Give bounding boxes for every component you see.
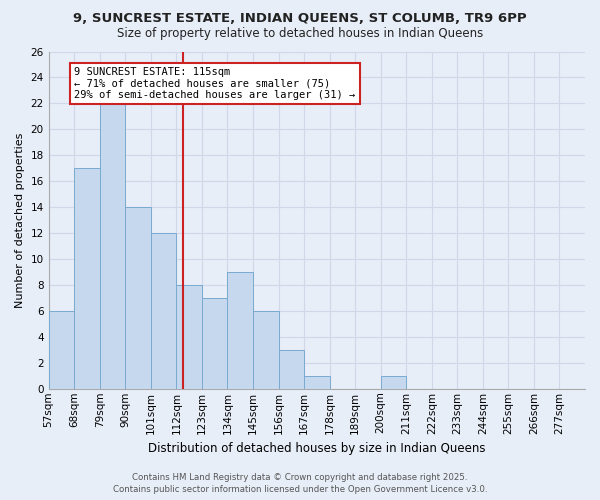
Text: 9, SUNCREST ESTATE, INDIAN QUEENS, ST COLUMB, TR9 6PP: 9, SUNCREST ESTATE, INDIAN QUEENS, ST CO…: [73, 12, 527, 26]
Bar: [49, 311, 74, 389]
Y-axis label: Number of detached properties: Number of detached properties: [15, 132, 25, 308]
Bar: [74, 168, 100, 389]
Text: Size of property relative to detached houses in Indian Queens: Size of property relative to detached ho…: [117, 28, 483, 40]
Bar: [151, 233, 176, 389]
Bar: [100, 104, 125, 389]
Bar: [202, 298, 227, 389]
Bar: [304, 376, 329, 389]
Bar: [253, 311, 278, 389]
Text: Contains HM Land Registry data © Crown copyright and database right 2025.
Contai: Contains HM Land Registry data © Crown c…: [113, 472, 487, 494]
Bar: [227, 272, 253, 389]
X-axis label: Distribution of detached houses by size in Indian Queens: Distribution of detached houses by size …: [148, 442, 485, 455]
Bar: [125, 207, 151, 389]
Bar: [176, 285, 202, 389]
Bar: [380, 376, 406, 389]
Text: 9 SUNCREST ESTATE: 115sqm
← 71% of detached houses are smaller (75)
29% of semi-: 9 SUNCREST ESTATE: 115sqm ← 71% of detac…: [74, 67, 355, 100]
Bar: [278, 350, 304, 389]
